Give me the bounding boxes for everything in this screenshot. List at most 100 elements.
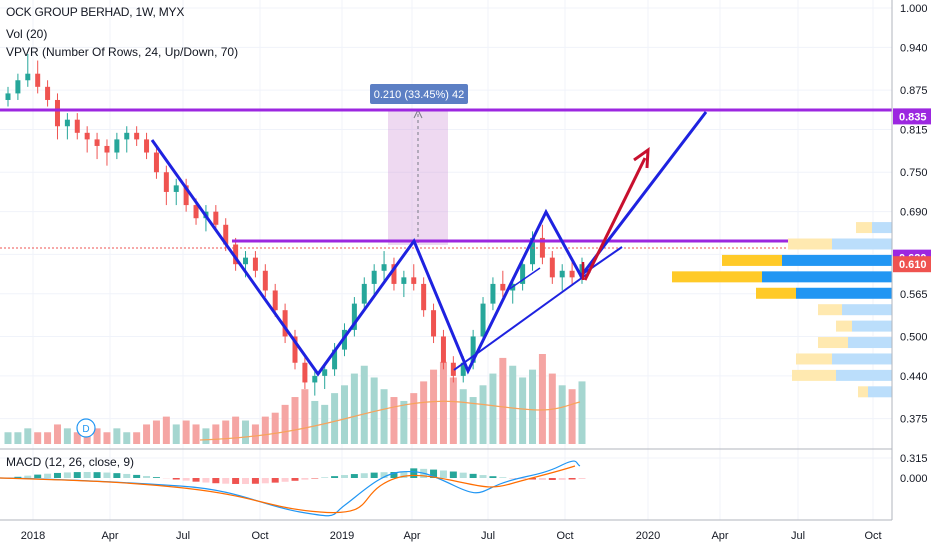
candle [114, 132, 120, 160]
y-tick-label: 0.815 [900, 125, 928, 137]
dividend-marker[interactable]: D [76, 418, 96, 438]
macd-bar [143, 475, 151, 478]
candle [54, 93, 60, 140]
vpvr-bin [818, 337, 892, 349]
x-tick-label: Oct [864, 530, 881, 542]
volume-legend[interactable]: Vol (20) [6, 27, 48, 41]
macd-bar [44, 473, 52, 478]
volume-bar [479, 385, 487, 444]
macd-bar [152, 477, 160, 478]
volume-bar [420, 381, 428, 444]
x-tick-label: Oct [556, 530, 573, 542]
volume-bar [301, 389, 309, 444]
macd-bar [212, 478, 220, 484]
macd-bar [538, 478, 546, 480]
symbol-title[interactable]: OCK GROUP BERHAD, 1W, MYX [6, 5, 185, 19]
macd-bar [281, 478, 289, 482]
volume-bar [143, 424, 151, 444]
volume-bar [281, 404, 289, 444]
volume-bar [410, 393, 418, 444]
candle [500, 270, 506, 298]
trendline-lower[interactable] [453, 271, 591, 371]
volume-bar [261, 416, 269, 444]
macd-bar [242, 478, 250, 484]
macd-bar [469, 473, 477, 478]
y-tick-label: 0.315 [900, 453, 928, 465]
volume-bar [34, 432, 42, 444]
macd-bar [113, 473, 121, 478]
candle [45, 80, 51, 107]
macd-bar [271, 478, 279, 483]
macd-bar [63, 472, 71, 478]
macd-bar [459, 472, 467, 478]
x-tick-label: Jul [176, 530, 190, 542]
vpvr-bin [788, 238, 892, 250]
svg-text:0.835: 0.835 [899, 111, 927, 123]
macd-bar [331, 476, 339, 478]
candle [104, 139, 110, 166]
candle [173, 178, 179, 206]
macd-bar [133, 474, 141, 478]
volume-bar [291, 397, 299, 444]
macd-bar [222, 478, 230, 484]
macd-bar [558, 478, 566, 480]
volume-bar [232, 416, 240, 444]
candle [84, 126, 90, 153]
volume-bar [331, 393, 339, 444]
volume-bar [360, 365, 368, 444]
volume-bar [370, 377, 378, 444]
macd-bar [380, 472, 388, 478]
volume-bar [509, 365, 517, 444]
vpvr-bin [756, 287, 892, 299]
macd-bar [24, 475, 32, 478]
candle [391, 257, 397, 291]
volume-bar [340, 385, 348, 444]
macd-bar [14, 476, 22, 478]
volume-bar [202, 428, 210, 444]
macd-bar [202, 478, 210, 483]
macd-bar [548, 478, 556, 480]
svg-text:D: D [82, 424, 89, 435]
volume-bar [133, 432, 141, 444]
macd-bar [519, 478, 527, 479]
volume-bar [568, 389, 576, 444]
candle [480, 297, 486, 344]
macd-legend[interactable]: MACD (12, 26, close, 9) [6, 455, 135, 469]
candle [252, 251, 258, 278]
vpvr-legend[interactable]: VPVR (Number Of Rows, 24, Up/Down, 70) [6, 45, 239, 59]
time-axis[interactable]: 2018 Apr Jul Oct 2019 Apr Jul Oct 2020 Apr Jul Oct [0, 519, 892, 542]
macd-bar [172, 478, 180, 480]
candle [144, 132, 150, 160]
candle [411, 264, 417, 291]
price-tag: 0.610 [893, 256, 931, 273]
price-range-measure[interactable]: 0.210 (33.45%) 42 [370, 84, 468, 245]
candle [440, 329, 446, 370]
macd-line [0, 460, 581, 517]
candle [124, 126, 130, 153]
volume-bar [390, 397, 398, 444]
candle [312, 369, 318, 396]
candle [371, 264, 377, 298]
volume-bar [162, 416, 170, 444]
macd-bar [182, 478, 190, 481]
trendline-lower-2[interactable] [579, 246, 623, 277]
trendline-lower-3[interactable] [507, 267, 541, 291]
volume-bar [311, 400, 319, 444]
candle [361, 277, 367, 311]
volume-bar [24, 428, 32, 444]
candle [302, 356, 308, 390]
price-axis[interactable]: 1.0000.9400.8750.8150.7500.6900.6250.565… [891, 0, 931, 520]
volume-bar [519, 377, 527, 444]
macd-bar [340, 475, 348, 478]
projection-arrow[interactable] [581, 146, 650, 281]
macd-bar [410, 468, 418, 478]
macd-bar [479, 475, 487, 478]
x-tick-label: 2018 [21, 530, 45, 542]
volume-bar [73, 432, 81, 444]
candle [94, 132, 100, 160]
signal-line [0, 465, 576, 514]
x-tick-label: Oct [251, 530, 268, 542]
measure-label: 0.210 (33.45%) 42 [374, 89, 465, 101]
volume-ma-line [199, 400, 581, 441]
